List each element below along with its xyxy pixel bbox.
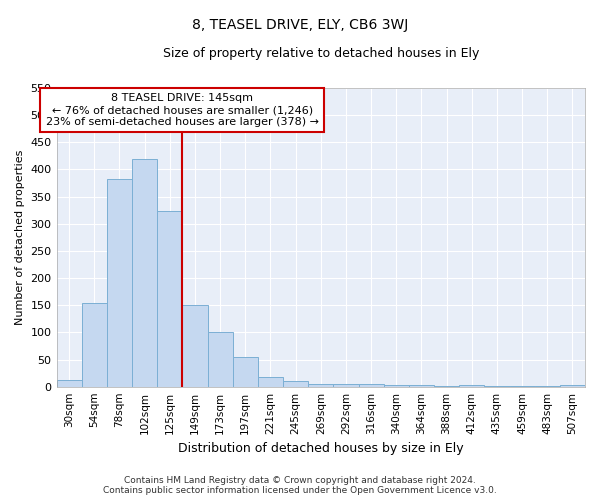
Text: 8 TEASEL DRIVE: 145sqm
← 76% of detached houses are smaller (1,246)
23% of semi-: 8 TEASEL DRIVE: 145sqm ← 76% of detached… xyxy=(46,94,319,126)
Bar xyxy=(182,305,208,386)
Bar xyxy=(56,380,82,386)
Bar xyxy=(334,384,359,386)
Bar xyxy=(308,384,334,386)
Bar xyxy=(107,178,132,386)
Bar xyxy=(233,357,258,386)
Text: Contains HM Land Registry data © Crown copyright and database right 2024.
Contai: Contains HM Land Registry data © Crown c… xyxy=(103,476,497,495)
Bar xyxy=(208,332,233,386)
Bar xyxy=(132,158,157,386)
Bar xyxy=(82,302,107,386)
Bar xyxy=(258,377,283,386)
Title: Size of property relative to detached houses in Ely: Size of property relative to detached ho… xyxy=(163,48,479,60)
Bar xyxy=(157,212,182,386)
Bar xyxy=(560,385,585,386)
Bar xyxy=(359,384,383,386)
X-axis label: Distribution of detached houses by size in Ely: Distribution of detached houses by size … xyxy=(178,442,464,455)
Bar xyxy=(459,385,484,386)
Y-axis label: Number of detached properties: Number of detached properties xyxy=(15,150,25,325)
Bar xyxy=(383,385,409,386)
Bar xyxy=(409,385,434,386)
Text: 8, TEASEL DRIVE, ELY, CB6 3WJ: 8, TEASEL DRIVE, ELY, CB6 3WJ xyxy=(192,18,408,32)
Bar xyxy=(283,382,308,386)
